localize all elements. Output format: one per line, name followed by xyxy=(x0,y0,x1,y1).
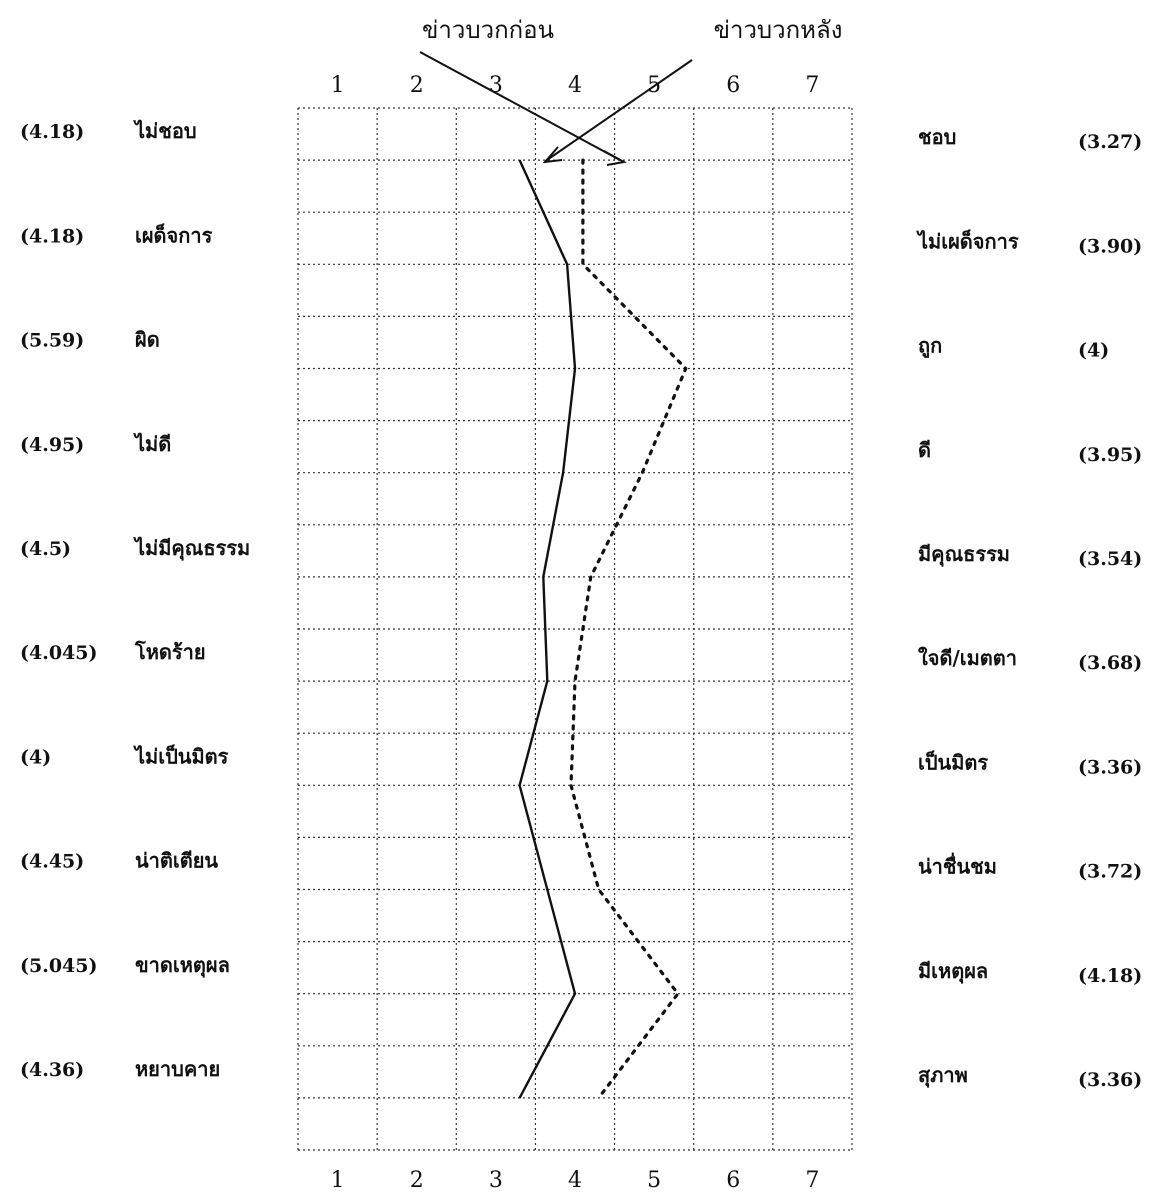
x-tick-label-bottom: 3 xyxy=(489,1168,503,1193)
left-mean-value: (4.18) xyxy=(20,121,84,143)
right-adjective-label: ใจดี/เมตตา xyxy=(918,646,1017,670)
left-adjective-label: ผิด xyxy=(135,328,160,352)
left-adjective-label: น่าติเตียน xyxy=(135,849,218,873)
right-mean-value: (3.68) xyxy=(1078,652,1142,674)
left-mean-value: (4.18) xyxy=(20,225,84,247)
x-tick-label-bottom: 5 xyxy=(647,1168,661,1193)
x-tick-label-top: 4 xyxy=(568,73,582,98)
left-adjective-label: ไม่ดี xyxy=(133,432,171,456)
x-tick-label-top: 1 xyxy=(331,73,345,98)
right-adjective-label: สุภาพ xyxy=(918,1063,968,1088)
left-adjective-label: ไม่เป็นมิตร xyxy=(133,743,229,768)
x-tick-label-bottom: 1 xyxy=(331,1168,345,1193)
x-tick-label-bottom: 7 xyxy=(805,1168,819,1193)
left-adjective-label: ไม่ชอบ xyxy=(133,119,197,143)
right-adjective-label: ดี xyxy=(918,438,931,462)
right-mean-value: (4) xyxy=(1078,340,1109,362)
left-adjective-label: ขาดเหตุผล xyxy=(135,953,230,978)
x-tick-label-bottom: 6 xyxy=(726,1168,740,1193)
legend-arrowhead-before xyxy=(603,150,627,166)
right-adjective-label: เป็นมิตร xyxy=(918,749,988,774)
adjective-labels: (4.18) ไม่ชอบ ชอบ (3.27) (4.18) เผด็จการ ไม่เผ… xyxy=(20,119,1142,1091)
left-mean-value: (4.95) xyxy=(20,434,84,456)
right-mean-value: (3.95) xyxy=(1078,444,1142,466)
right-mean-value: (4.18) xyxy=(1078,965,1142,987)
left-adjective-label: ไม่มีคุณธรรม xyxy=(133,536,250,561)
right-mean-value: (3.36) xyxy=(1078,756,1142,778)
right-adjective-label: มีคุณธรรม xyxy=(918,542,1010,567)
legend-label-after: ข่าวบวกหลัง xyxy=(714,16,843,44)
right-mean-value: (3.36) xyxy=(1078,1069,1142,1091)
legend-pointer-after xyxy=(546,59,693,161)
x-tick-label-top: 6 xyxy=(726,73,740,98)
x-tick-label-top: 7 xyxy=(805,73,819,98)
right-adjective-label: ถูก xyxy=(918,334,942,360)
series-line-positive-first xyxy=(518,159,577,1099)
legend-pointer-before xyxy=(419,51,621,161)
left-adjective-label: เผด็จการ xyxy=(135,222,213,247)
left-mean-value: (4.045) xyxy=(20,642,97,664)
right-adjective-label: น่าชื่นชม xyxy=(918,852,997,879)
x-tick-label-top: 3 xyxy=(489,73,503,98)
series-lines xyxy=(518,158,688,1100)
right-adjective-label: ชอบ xyxy=(918,125,956,149)
legend: ข่าวบวกก่อน ข่าวบวกหลัง xyxy=(419,16,843,166)
left-mean-value: (5.59) xyxy=(20,330,84,352)
right-mean-value: (3.72) xyxy=(1078,861,1142,883)
right-adjective-label: มีเหตุผล xyxy=(918,959,988,984)
left-adjective-label: โหดร้าย xyxy=(134,640,206,664)
left-mean-value: (4.5) xyxy=(20,538,71,560)
series-line-positive-last xyxy=(569,158,688,1100)
x-tick-label-top: 2 xyxy=(410,73,424,98)
right-mean-value: (3.90) xyxy=(1078,235,1142,257)
left-adjective-label: หยาบคาย xyxy=(135,1057,220,1081)
x-tick-label-bottom: 4 xyxy=(568,1168,582,1193)
axis-ticks: 11223344556677 xyxy=(331,73,820,1193)
right-mean-value: (3.27) xyxy=(1078,131,1142,153)
legend-label-before: ข่าวบวกก่อน xyxy=(422,16,554,44)
left-mean-value: (4) xyxy=(20,746,51,768)
legend-arrowhead-after xyxy=(542,146,563,164)
x-tick-label-bottom: 2 xyxy=(410,1168,424,1193)
right-adjective-label: ไม่เผด็จการ xyxy=(916,228,1019,253)
right-mean-value: (3.54) xyxy=(1078,548,1142,570)
left-mean-value: (4.45) xyxy=(20,851,84,873)
left-mean-value: (4.36) xyxy=(20,1059,84,1081)
left-mean-value: (5.045) xyxy=(20,955,97,977)
